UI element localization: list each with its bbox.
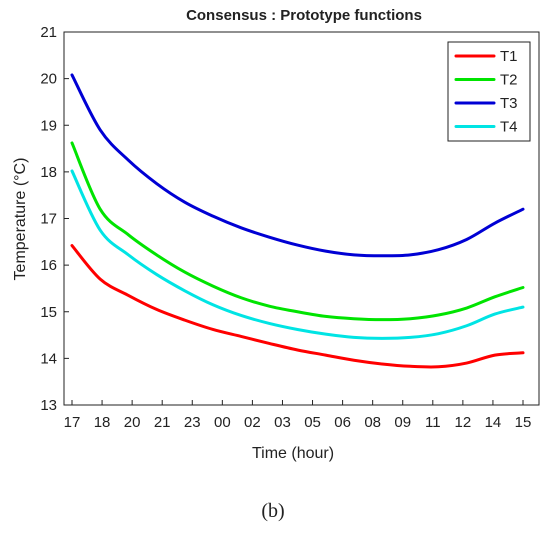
x-tick-label: 21: [154, 414, 171, 431]
x-axis: 17 18 20 21 23 00 02 03 05 06 08 09 11 12 14 15: [64, 400, 532, 431]
y-tick-label: 14: [40, 350, 57, 367]
series-line-t1: [70, 244, 525, 369]
y-tick-label: 18: [40, 164, 57, 181]
x-tick-label: 18: [94, 414, 111, 431]
y-tick-label: 19: [40, 117, 57, 134]
x-tick-label: 17: [64, 414, 81, 431]
legend-label-t3: T3: [500, 95, 518, 112]
legend-label-t2: T2: [500, 72, 518, 89]
y-tick-label: 17: [40, 211, 57, 228]
series-line-t2: [70, 141, 525, 322]
x-tick-label: 05: [304, 414, 321, 431]
chart-title: Consensus : Prototype functions: [186, 7, 422, 24]
y-tick-label: 15: [40, 304, 57, 321]
legend-label-t4: T4: [500, 119, 518, 136]
x-tick-label: 09: [394, 414, 411, 431]
y-tick-label: 20: [40, 71, 57, 88]
x-axis-label: Time (hour): [252, 445, 334, 462]
y-tick-label: 21: [40, 24, 57, 41]
x-tick-label: 23: [184, 414, 201, 431]
x-tick-label: 11: [425, 414, 441, 431]
x-tick-label: 02: [244, 414, 261, 431]
x-tick-label: 20: [124, 414, 141, 431]
series-lines: [70, 73, 525, 369]
series-line-t3: [70, 73, 525, 258]
y-tick-label: 13: [40, 397, 57, 414]
x-tick-label: 03: [274, 414, 291, 431]
x-tick-label: 08: [364, 414, 381, 431]
series-line-t4: [70, 169, 525, 340]
figure-caption: (b): [261, 500, 284, 522]
legend: T1 T2 T3 T4: [447, 41, 531, 142]
x-tick-label: 12: [455, 414, 472, 431]
y-axis-label: Temperature (°C): [12, 158, 29, 281]
y-tick-label: 16: [40, 257, 57, 274]
legend-label-t1: T1: [500, 48, 518, 65]
x-tick-label: 14: [485, 414, 502, 431]
x-tick-label: 15: [515, 414, 532, 431]
x-tick-label: 00: [214, 414, 231, 431]
x-tick-label: 06: [334, 414, 351, 431]
y-axis: 13 14 15 16 17 18 19 20 21: [40, 24, 69, 414]
legend-box: [447, 41, 531, 142]
